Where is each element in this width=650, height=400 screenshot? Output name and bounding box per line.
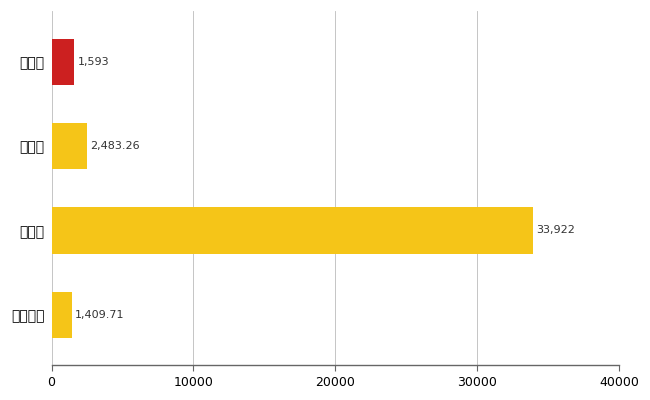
Bar xyxy=(51,38,74,85)
Text: 1,593: 1,593 xyxy=(78,57,109,67)
Bar xyxy=(51,292,72,338)
Text: 33,922: 33,922 xyxy=(536,226,575,236)
Text: 1,409.71: 1,409.71 xyxy=(75,310,125,320)
Text: 2,483.26: 2,483.26 xyxy=(90,141,140,151)
Bar xyxy=(51,123,87,169)
Bar xyxy=(51,207,533,254)
